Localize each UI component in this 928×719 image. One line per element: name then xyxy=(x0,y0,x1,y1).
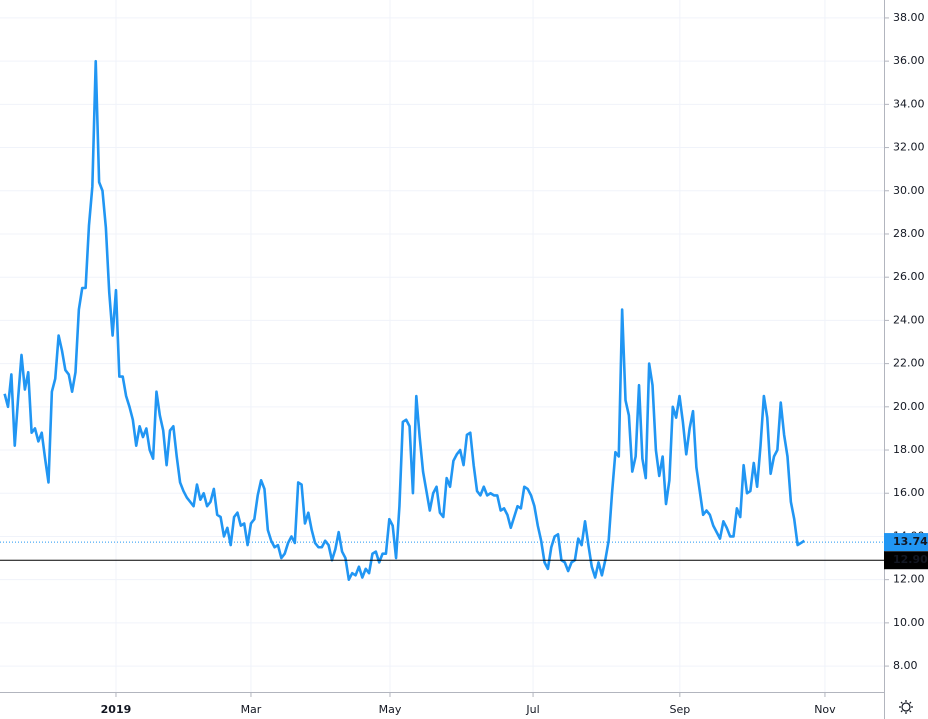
price-label-box xyxy=(884,533,928,552)
y-tick-label: 8.00 xyxy=(893,659,918,672)
y-tick-label: 20.00 xyxy=(893,400,925,413)
y-tick-label: 16.00 xyxy=(893,486,925,499)
y-tick-label: 26.00 xyxy=(893,270,925,283)
y-tick-label: 18.00 xyxy=(893,443,925,456)
price-label: 13.74 xyxy=(893,535,928,548)
y-tick-label: 34.00 xyxy=(893,97,925,110)
y-tick-label: 28.00 xyxy=(893,227,925,240)
x-tick-label: Mar xyxy=(241,703,262,716)
settings-icon[interactable] xyxy=(899,700,913,714)
data-line xyxy=(3,59,806,581)
y-tick-label: 38.00 xyxy=(893,11,925,24)
x-tick-label: May xyxy=(379,703,402,716)
price-label-box xyxy=(884,551,928,570)
x-tick-label: 2019 xyxy=(101,703,132,716)
y-tick-label: 12.00 xyxy=(893,573,925,586)
x-tick-label: Sep xyxy=(669,703,690,716)
y-tick-label: 10.00 xyxy=(893,616,925,629)
y-tick-label: 24.00 xyxy=(893,313,925,326)
y-tick-label: 30.00 xyxy=(893,184,925,197)
price-label: 12.90 xyxy=(893,553,928,566)
y-tick-label: 36.00 xyxy=(893,54,925,67)
y-tick-label: 22.00 xyxy=(893,357,925,370)
y-tick-label: 32.00 xyxy=(893,141,925,154)
x-tick-label: Nov xyxy=(814,703,836,716)
x-tick-label: Jul xyxy=(525,703,539,716)
